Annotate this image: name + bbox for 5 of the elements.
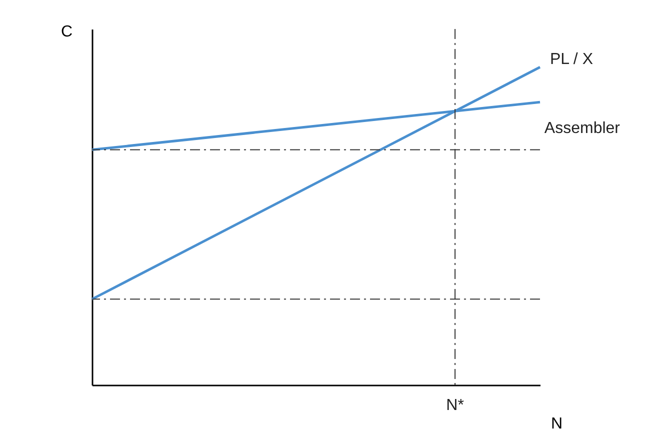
series-label: PL / X [550,51,594,68]
y-axis-title: C [60,24,72,40]
text: N* [446,397,464,414]
x-axis-title: N [550,416,562,432]
series-label: Assembler [544,120,621,138]
